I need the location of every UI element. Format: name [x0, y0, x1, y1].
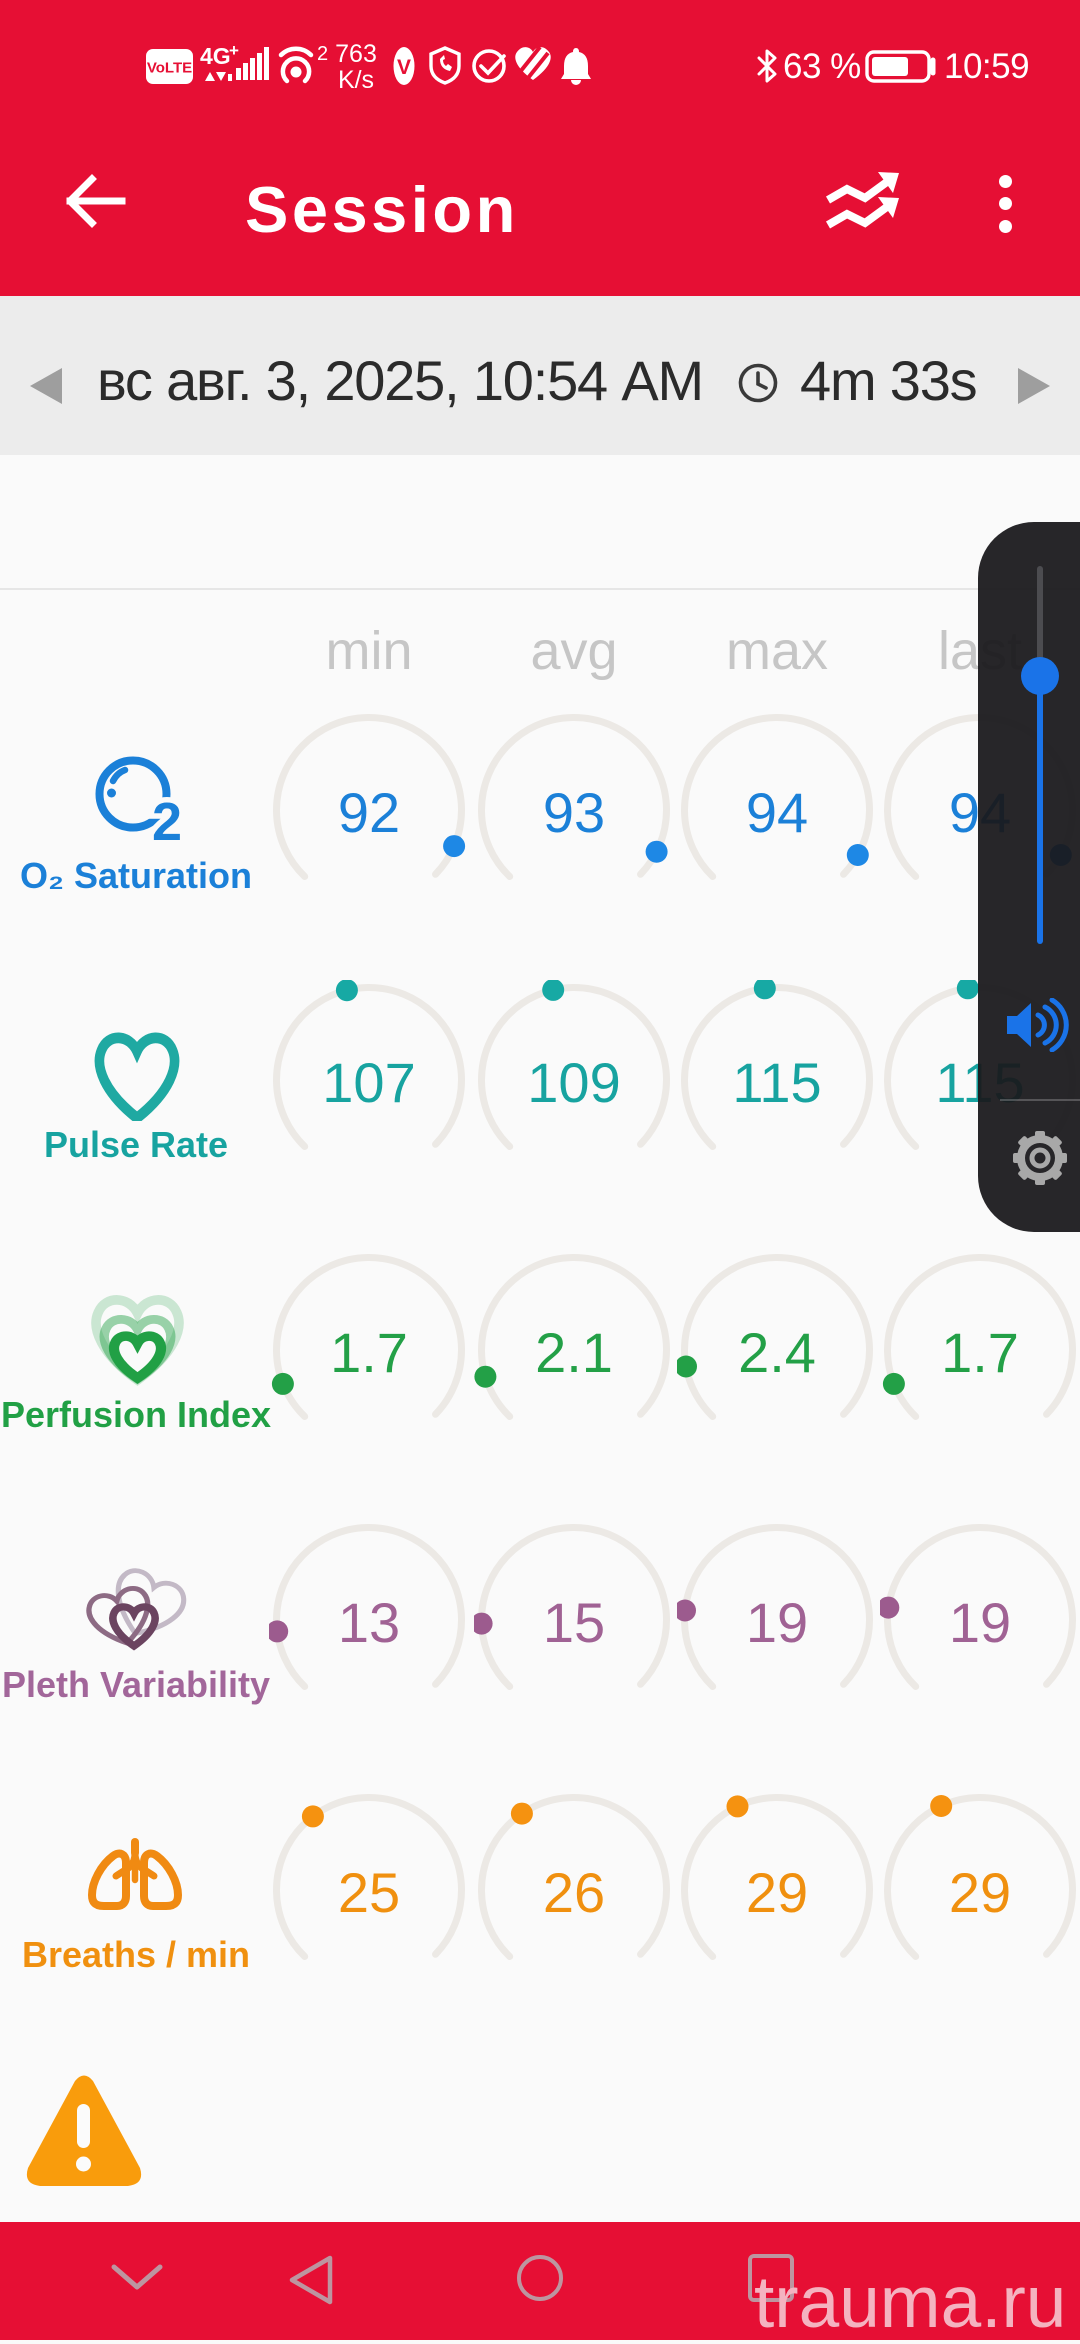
svg-text:29: 29 [746, 1861, 808, 1924]
svg-text:VoLTE: VoLTE [147, 60, 192, 77]
svg-text:19: 19 [949, 1591, 1011, 1654]
svg-text:1.7: 1.7 [330, 1321, 408, 1384]
svg-text:107: 107 [322, 1051, 415, 1114]
svg-text:109: 109 [527, 1051, 620, 1114]
svg-text:94: 94 [746, 781, 808, 844]
svg-text:63 %: 63 % [783, 47, 861, 86]
svg-text:2.4: 2.4 [738, 1321, 816, 1384]
svg-text:29: 29 [949, 1861, 1011, 1924]
svg-text:4G: 4G [200, 43, 231, 69]
svg-text:26: 26 [543, 1861, 605, 1924]
svg-text:+: + [229, 41, 239, 60]
svg-text:2.1: 2.1 [535, 1321, 613, 1384]
svg-text:93: 93 [543, 781, 605, 844]
svg-text:25: 25 [338, 1861, 400, 1924]
svg-text:2: 2 [317, 43, 328, 65]
svg-text:115: 115 [732, 1051, 821, 1114]
svg-text:2: 2 [152, 792, 182, 852]
svg-text:15: 15 [543, 1591, 605, 1654]
svg-text:19: 19 [746, 1591, 808, 1654]
svg-text:1.7: 1.7 [941, 1321, 1019, 1384]
svg-text:V: V [397, 56, 411, 79]
svg-text:763: 763 [335, 40, 377, 68]
svg-text:13: 13 [338, 1591, 400, 1654]
svg-text:K/s: K/s [338, 66, 374, 94]
svg-text:10:59: 10:59 [944, 47, 1029, 86]
svg-text:92: 92 [338, 781, 400, 844]
